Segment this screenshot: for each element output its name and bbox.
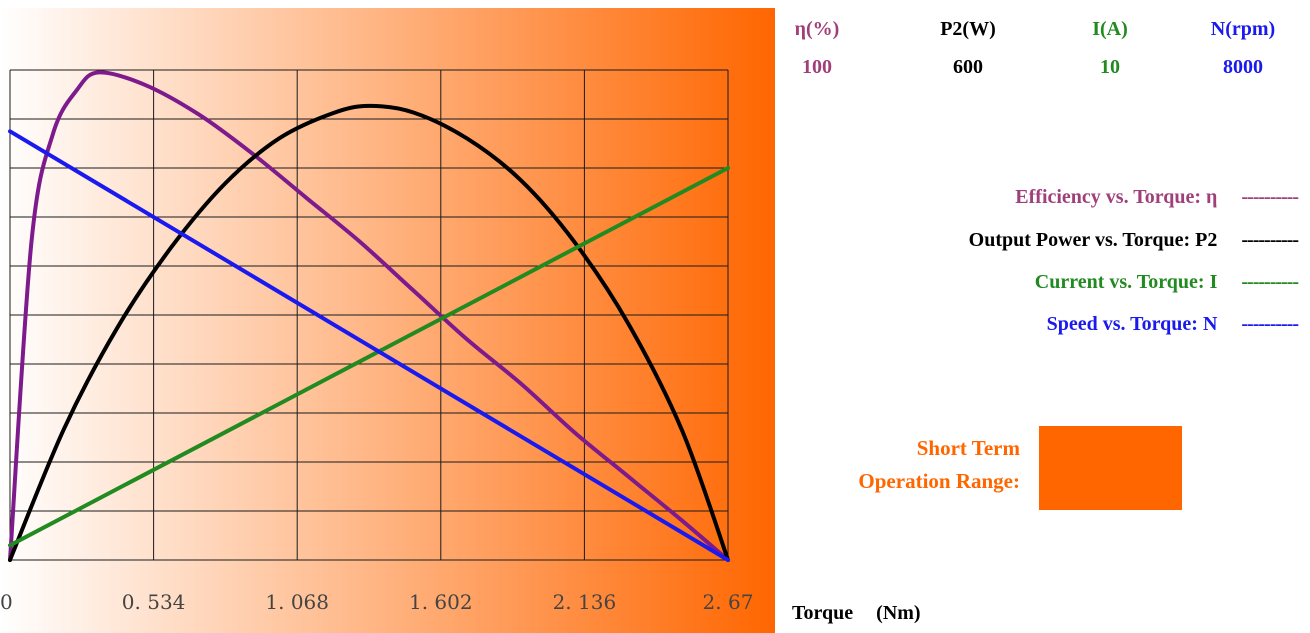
current-curve <box>8 166 730 548</box>
x-tick-labels: 0 0. 534 1. 068 1. 602 2. 136 2. 67 <box>0 590 753 614</box>
speed-axis-max: 8000 <box>1223 56 1263 78</box>
short-term-line2: Operation Range: <box>858 469 1020 493</box>
power-axis-max: 600 <box>953 56 983 78</box>
legend-current-label: Current vs. Torque: I <box>1034 271 1218 293</box>
legend-speed-label: Speed vs. Torque: N <box>1046 313 1218 335</box>
x-tick-label: 1. 602 <box>409 590 473 614</box>
x-tick-label: 1. 068 <box>265 590 329 614</box>
short-term-region <box>0 8 775 633</box>
short-term-swatch <box>1039 426 1182 510</box>
legend-efficiency: Efficiency vs. Torque: η ---------- <box>1015 186 1299 209</box>
legend-output-power-dash: ---------- <box>1241 229 1299 251</box>
power-axis-label: P2(W) <box>940 18 996 40</box>
output_power-curve <box>8 103 730 562</box>
efficiency-curve <box>8 70 730 562</box>
x-axis-title-text: Torque <box>792 602 854 624</box>
legend-speed: Speed vs. Torque: N ---------- <box>1046 313 1299 336</box>
current-axis-label: I(A) <box>1092 18 1128 40</box>
short-term-label: Short Term Operation Range: <box>810 432 1020 498</box>
current-axis-max: 10 <box>1100 56 1120 78</box>
legend-efficiency-label: Efficiency vs. Torque: η <box>1015 186 1218 208</box>
legend-current: Current vs. Torque: I ---------- <box>1034 271 1299 294</box>
plot-area: 0 0. 534 1. 068 1. 602 2. 136 2. 67 <box>0 8 775 633</box>
efficiency-axis-max: 100 <box>802 56 832 78</box>
x-axis-title: Torque (Nm) <box>792 602 921 625</box>
efficiency-axis-label: η(%) <box>794 18 840 40</box>
x-tick-label: 0 <box>0 590 13 614</box>
x-tick-label: 0. 534 <box>122 590 186 614</box>
legend-efficiency-dash: ---------- <box>1241 186 1299 208</box>
x-tick-label: 2. 67 <box>703 590 754 614</box>
grid <box>9 69 729 561</box>
short-term-line1: Short Term <box>916 436 1020 460</box>
speed-axis-label: N(rpm) <box>1210 18 1276 40</box>
speed-curve <box>8 129 730 562</box>
x-axis-unit: (Nm) <box>876 602 921 624</box>
legend-current-dash: ---------- <box>1241 271 1299 293</box>
legend-output-power: Output Power vs. Torque: P2 ---------- <box>968 229 1299 252</box>
x-tick-label: 2. 136 <box>553 590 617 614</box>
legend-output-power-label: Output Power vs. Torque: P2 <box>968 229 1218 251</box>
curves <box>8 70 730 562</box>
legend-speed-dash: ---------- <box>1241 313 1299 335</box>
